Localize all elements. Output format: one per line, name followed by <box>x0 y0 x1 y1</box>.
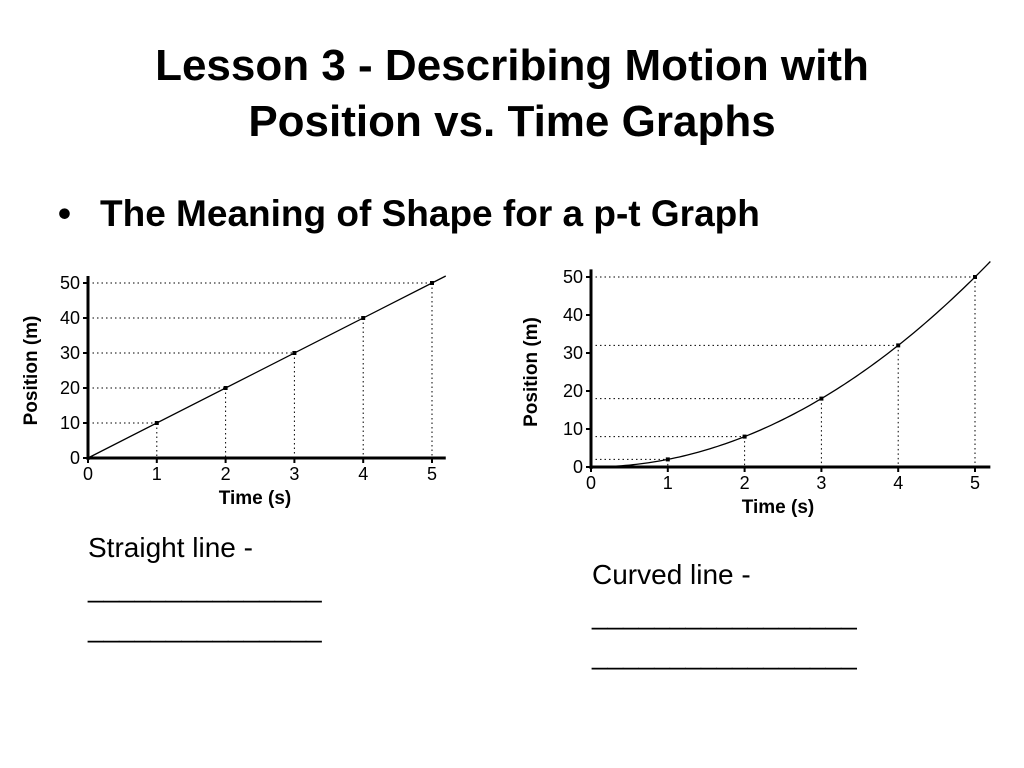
data-point <box>896 343 901 348</box>
straight-line-label: Straight line - <box>88 532 253 563</box>
y-tick-label: 0 <box>70 448 80 468</box>
y-tick-label: 50 <box>60 273 80 293</box>
x-tick-label: 3 <box>289 464 299 484</box>
x-tick-label: 2 <box>221 464 231 484</box>
slide-title-line-1: Lesson 3 - Describing Motion with <box>155 41 869 90</box>
curved-line-caption: Curved line - _________________ ________… <box>592 555 857 675</box>
data-point <box>361 316 366 320</box>
straight-line-caption: Straight line - _______________ ________… <box>88 528 322 648</box>
x-tick-label: 1 <box>663 473 673 493</box>
y-tick-label: 30 <box>60 343 80 363</box>
x-tick-label: 0 <box>83 464 93 484</box>
x-tick-label: 2 <box>740 473 750 493</box>
slide-title: Lesson 3 - Describing Motion with Positi… <box>0 38 1024 150</box>
bullet-dot-icon: • <box>58 193 71 234</box>
data-point <box>665 457 670 462</box>
x-tick-label: 4 <box>893 473 903 493</box>
bullet-point: • The Meaning of Shape for a p-t Graph <box>58 190 760 238</box>
data-point <box>819 396 824 401</box>
y-tick-label: 40 <box>563 305 583 325</box>
x-tick-label: 4 <box>358 464 368 484</box>
x-axis-label: Time (s) <box>742 497 815 518</box>
y-tick-label: 20 <box>60 378 80 398</box>
bullet-text: The Meaning of Shape for a p-t Graph <box>100 193 760 234</box>
straight-line-blank-1: _______________ <box>88 572 322 603</box>
straight-line-blank-2: _______________ <box>88 612 322 643</box>
x-tick-label: 5 <box>970 473 980 493</box>
series-line <box>590 261 991 468</box>
y-axis-label: Position (m) <box>21 316 42 426</box>
y-tick-label: 40 <box>60 308 80 328</box>
x-axis-label: Time (s) <box>219 488 292 509</box>
data-point <box>292 351 297 355</box>
y-tick-label: 30 <box>563 343 583 363</box>
x-tick-label: 5 <box>427 464 437 484</box>
data-point <box>742 434 747 439</box>
y-tick-label: 0 <box>573 457 583 477</box>
curved-line-blank-2: _________________ <box>592 639 857 670</box>
x-tick-label: 1 <box>152 464 162 484</box>
curved-line-label: Curved line - <box>592 559 751 590</box>
y-axis-label: Position (m) <box>521 317 542 427</box>
slide-title-line-2: Position vs. Time Graphs <box>248 97 776 146</box>
data-point <box>223 386 228 390</box>
x-tick-label: 3 <box>816 473 826 493</box>
y-tick-label: 10 <box>563 419 583 439</box>
x-tick-label: 0 <box>586 473 596 493</box>
data-point <box>973 275 977 279</box>
data-point <box>154 421 159 425</box>
y-tick-label: 20 <box>563 381 583 401</box>
y-tick-label: 50 <box>563 267 583 287</box>
y-tick-label: 10 <box>60 413 80 433</box>
curved-line-blank-1: _________________ <box>592 599 857 630</box>
series-line <box>87 275 447 459</box>
data-point <box>430 281 434 285</box>
